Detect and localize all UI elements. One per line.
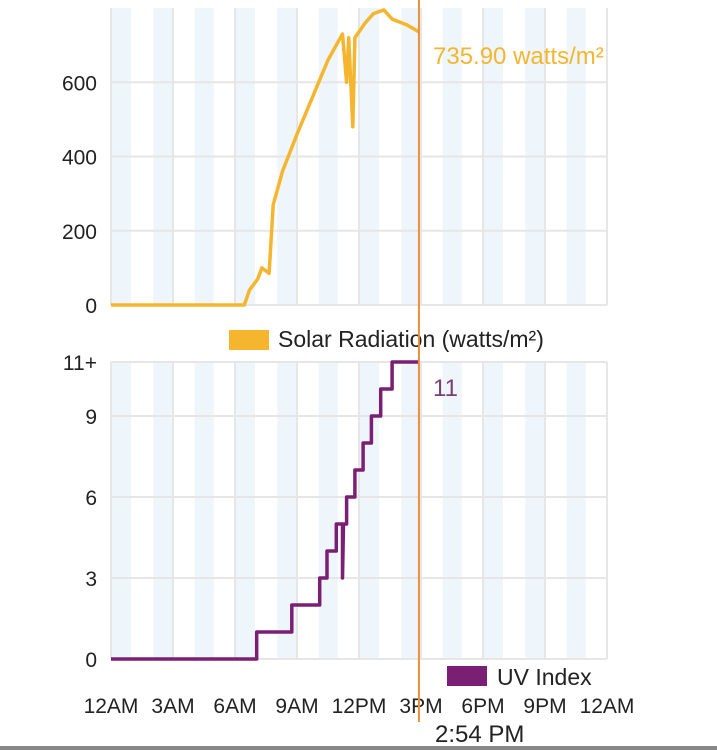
cursor-time-label: 2:54 PM	[435, 721, 524, 748]
background-stripe	[153, 362, 173, 659]
x-tick-label: 12PM	[332, 695, 387, 718]
uv-legend-label: UV Index	[497, 664, 592, 690]
background-stripe	[484, 362, 503, 659]
y-tick-label: 3	[85, 568, 97, 591]
y-tick-label: 0	[85, 295, 97, 318]
x-tick-label: 12AM	[84, 695, 139, 718]
y-tick-label: 11+	[63, 352, 97, 375]
uv-legend: UV Index	[447, 664, 592, 690]
background-stripe	[318, 362, 338, 659]
solar-legend-label: Solar Radiation (watts/m²)	[278, 326, 544, 352]
x-tick-label: 9AM	[275, 695, 318, 718]
x-tick-label: 6PM	[461, 695, 504, 718]
x-tick-label: 9PM	[523, 695, 566, 718]
uv-legend-swatch	[447, 666, 487, 686]
background-stripe	[360, 362, 379, 659]
background-stripe	[401, 362, 421, 659]
background-stripe	[194, 362, 214, 659]
y-tick-label: 6	[85, 487, 97, 510]
y-tick-label: 0	[85, 649, 97, 672]
y-tick-label: 200	[62, 221, 97, 244]
solar-legend-swatch	[229, 330, 269, 350]
x-tick-label: 3PM	[399, 695, 442, 718]
background-stripe	[525, 362, 545, 659]
background-stripe	[112, 362, 131, 659]
bottom-border	[0, 746, 717, 750]
x-tick-label: 3AM	[151, 695, 194, 718]
background-stripe	[277, 362, 297, 659]
y-tick-label: 9	[85, 406, 97, 429]
solar-cursor-value: 735.90 watts/m²	[433, 43, 604, 70]
x-tick-label: 6AM	[213, 695, 256, 718]
background-stripe	[566, 362, 586, 659]
y-tick-label: 600	[62, 72, 97, 95]
background-stripe	[442, 362, 462, 659]
background-stripe	[236, 362, 255, 659]
solar-radiation-line	[111, 8, 420, 307]
uv-cursor-value: 11	[433, 375, 458, 402]
uv-index-line	[111, 360, 419, 661]
x-tick-label: 12AM	[580, 695, 635, 718]
solar-legend: Solar Radiation (watts/m²)	[229, 326, 544, 352]
y-tick-label: 400	[62, 147, 97, 170]
